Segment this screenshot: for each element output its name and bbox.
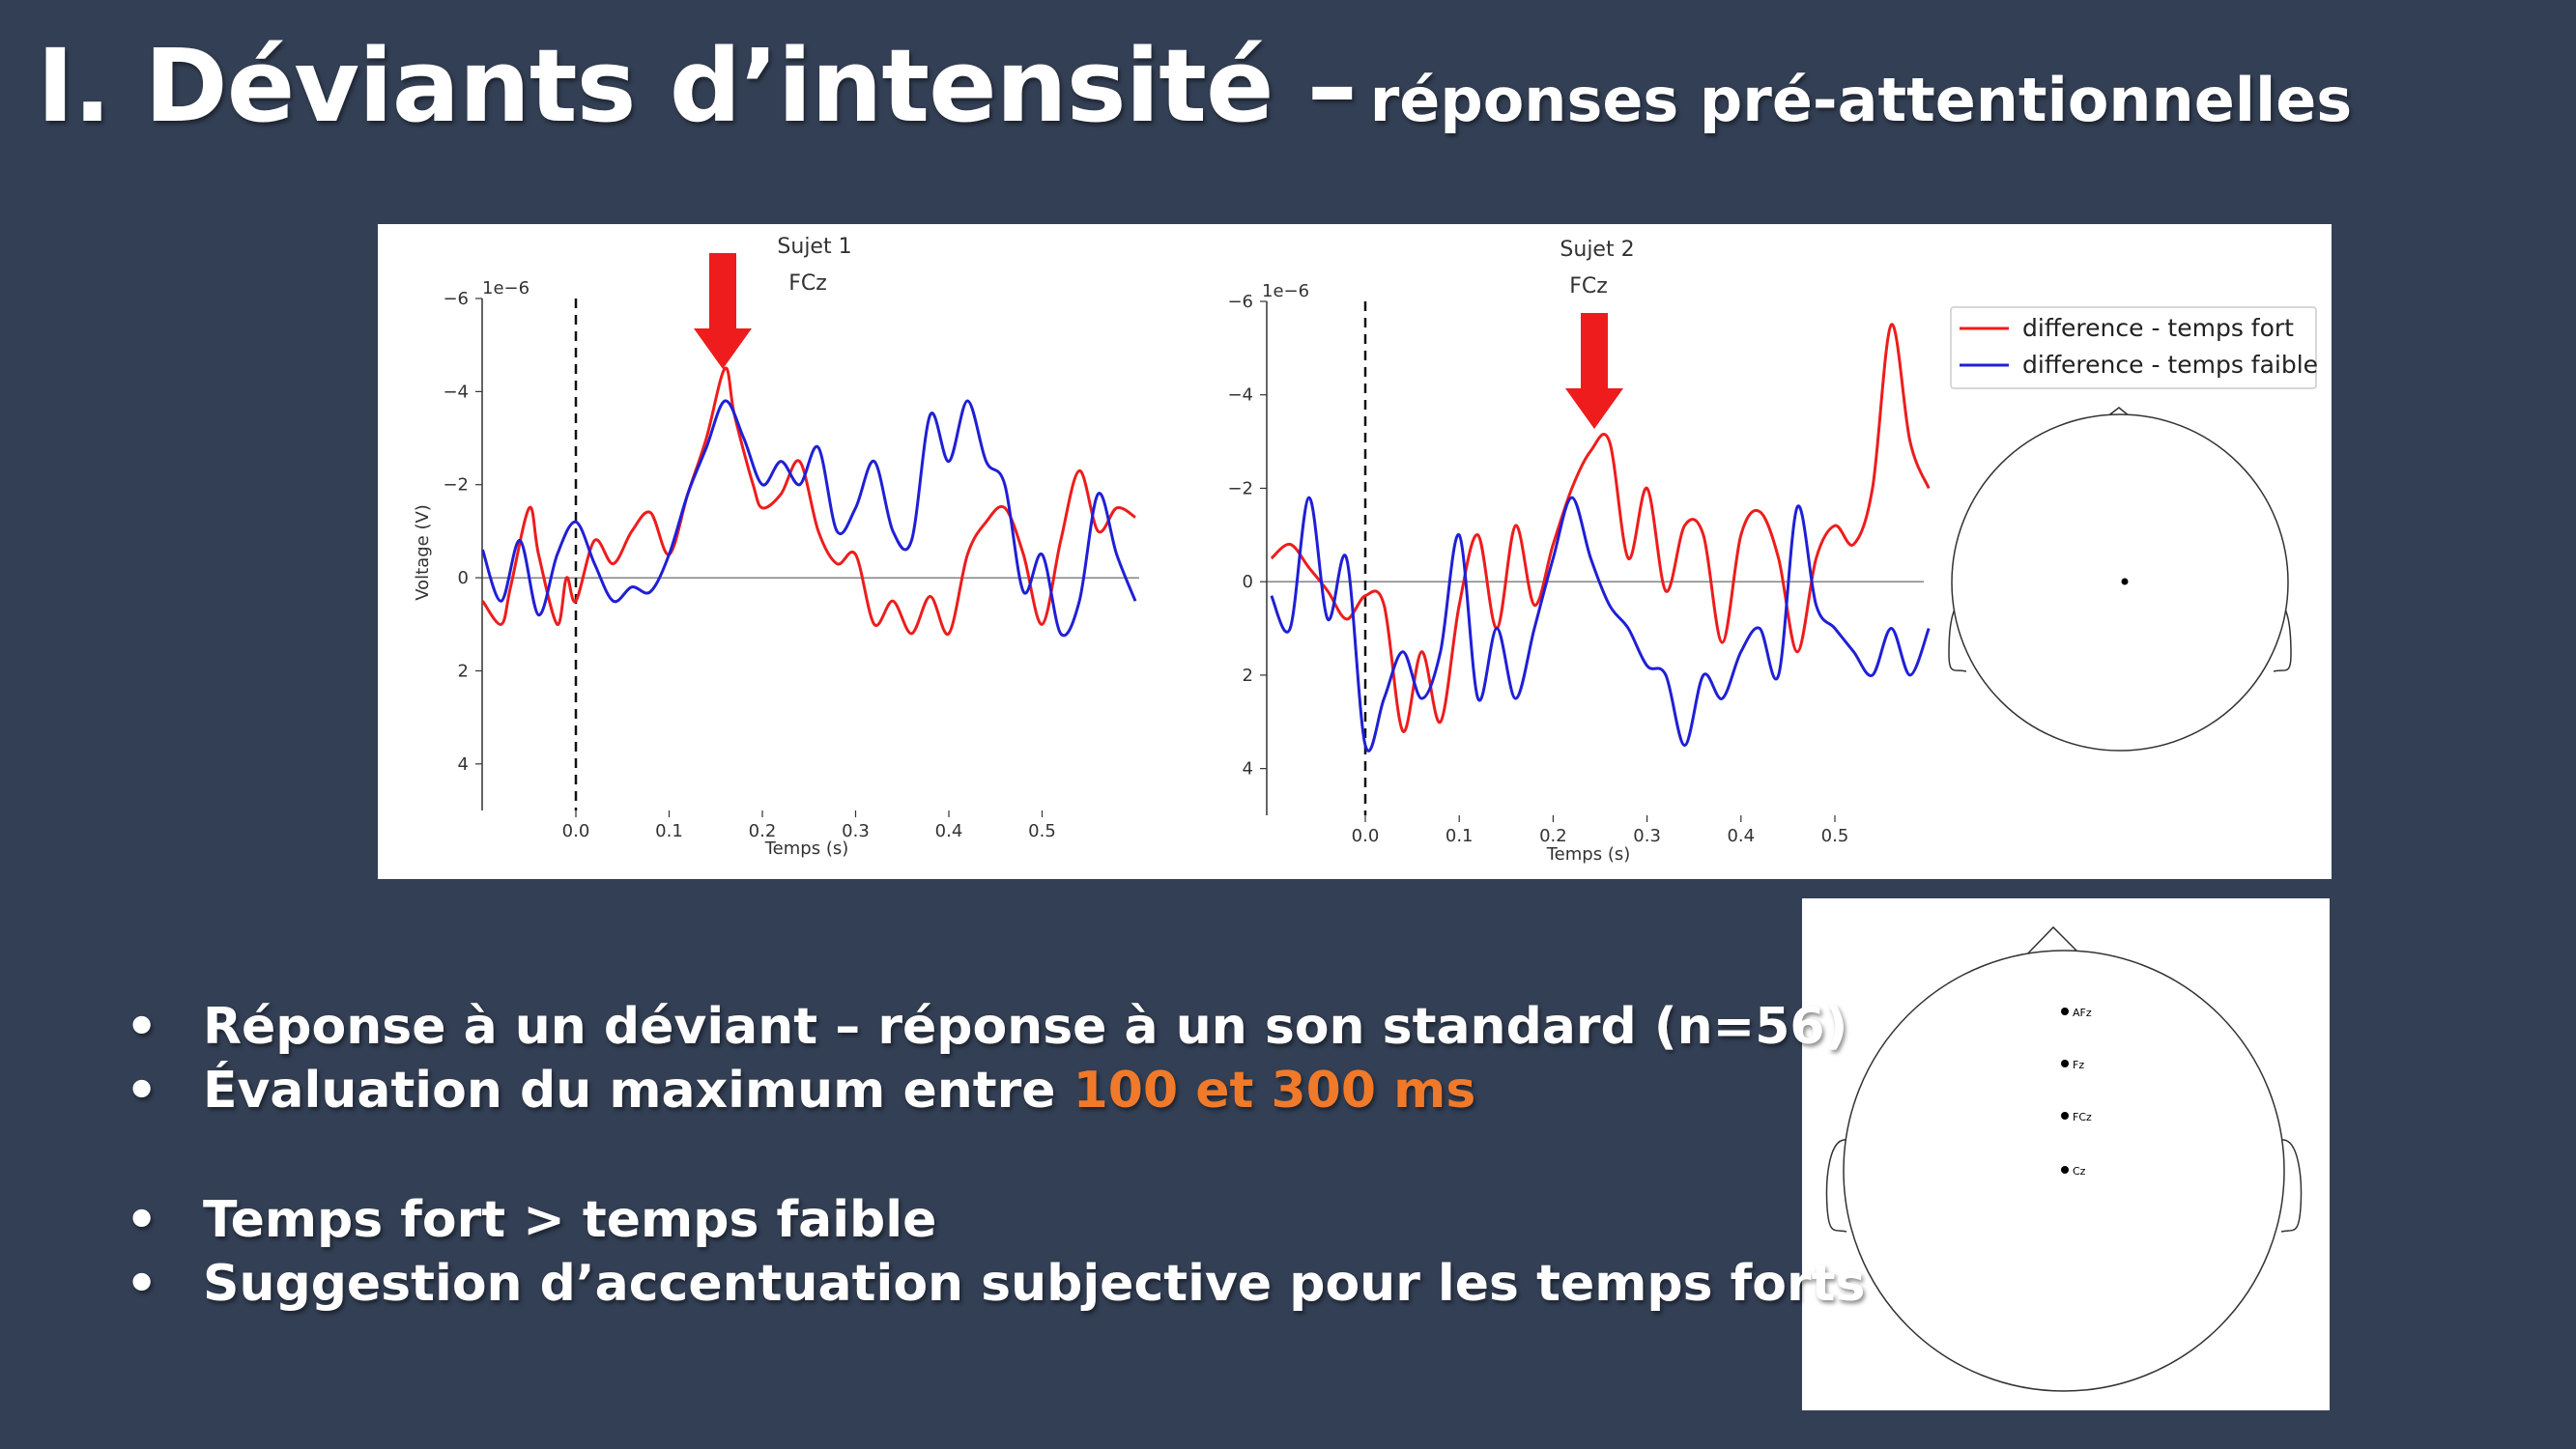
- chart2-series-red: [1270, 323, 1931, 733]
- bullet-item: • Évaluation du maximum entre 100 et 300 …: [126, 1059, 1865, 1122]
- chart1-ytick-label: 2: [458, 661, 469, 681]
- chart2-ytick-label: −4: [1227, 385, 1253, 406]
- chart1-ytick-label: −4: [443, 382, 469, 402]
- chart1-xtick-label: 0.2: [749, 821, 777, 841]
- bullet-text: Temps fort > temps faible: [203, 1191, 937, 1249]
- chart-sujet-2: Sujet 2 FCz 1e−6 Temps (s) difference - …: [1227, 238, 2318, 865]
- erp-figure: Sujet 1 FCz 1e−6 Voltage (V) Temps (s) −…: [413, 235, 2318, 865]
- sensor-label-fz: Fz: [2073, 1059, 2084, 1071]
- chart1-ytick-label: −2: [443, 475, 469, 496]
- sensor-fz: Fz: [2061, 1059, 2084, 1071]
- sensor-fcz: FCz: [2061, 1111, 2092, 1123]
- bullet-list: • Réponse à un déviant – réponse à un son…: [126, 995, 1865, 1316]
- chart1-xtick-label: 0.3: [842, 821, 870, 841]
- chart2-xtick-label: 0.4: [1727, 826, 1755, 846]
- slide-title: I. Déviants d’intensité – réponses pré-at…: [37, 27, 2352, 145]
- bullet-symbol: •: [126, 1191, 158, 1249]
- chart1-xtick-label: 0.0: [562, 821, 590, 841]
- chart1-ylabel: Voltage (V): [413, 504, 433, 601]
- chart1-subtitle: FCz: [788, 271, 827, 296]
- chart1-xlabel: Temps (s): [764, 838, 849, 859]
- bullet-text: Réponse à un déviant – réponse à un son …: [203, 998, 1848, 1056]
- chart2-xlabel: Temps (s): [1546, 844, 1631, 865]
- chart1-scale-label: 1e−6: [482, 278, 530, 298]
- sensor-map-large: AFz Fz FCz Cz: [1825, 925, 2303, 1392]
- chart2-red-arrow: [1565, 313, 1623, 429]
- chart2-xtick-label: 0.0: [1352, 826, 1380, 846]
- sensor-map-panel: AFz Fz FCz Cz: [1802, 898, 2330, 1410]
- chart2-ytick-label: 2: [1243, 666, 1253, 686]
- chart2-ytick-label: −6: [1227, 292, 1253, 312]
- chart2-subtitle: FCz: [1569, 274, 1608, 298]
- sensor-cz: Cz: [2061, 1165, 2086, 1178]
- chart2-xtick-label: 0.2: [1539, 826, 1567, 846]
- bullet-symbol: •: [126, 998, 158, 1056]
- chart1-red-arrow: [694, 253, 752, 369]
- chart1-series-red: [481, 366, 1136, 636]
- slide-title-main: I. Déviants d’intensité –: [37, 27, 1358, 145]
- slide-title-sub: réponses pré-attentionnelles: [1369, 65, 2353, 135]
- legend-entry-temps-fort: difference - temps fort: [2022, 314, 2294, 342]
- chart1-ytick-label: 0: [458, 568, 469, 588]
- erp-figure-panel: Sujet 1 FCz 1e−6 Voltage (V) Temps (s) −…: [378, 224, 2332, 879]
- chart2-xtick-label: 0.3: [1633, 826, 1661, 846]
- chart1-ytick-label: −6: [443, 289, 469, 309]
- chart1-xtick-label: 0.4: [935, 821, 963, 841]
- sensor-label-cz: Cz: [2073, 1165, 2086, 1178]
- chart1-title: Sujet 1: [777, 235, 851, 259]
- sensor-label-fcz: FCz: [2073, 1111, 2092, 1123]
- bullet-text: Évaluation du maximum entre: [203, 1062, 1073, 1120]
- sensor-label-afz: AFz: [2073, 1007, 2092, 1019]
- chart2-ytick-label: 4: [1243, 759, 1253, 780]
- chart2-title: Sujet 2: [1560, 238, 1634, 262]
- bullet-text: Suggestion d’accentuation subjective pou…: [203, 1255, 1866, 1313]
- chart2-xtick-label: 0.1: [1445, 826, 1474, 846]
- sensor-map-small: [1948, 407, 2292, 752]
- chart-sujet-1: Sujet 1 FCz 1e−6 Voltage (V) Temps (s) −…: [413, 235, 1139, 859]
- bullet-symbol: •: [126, 1255, 158, 1313]
- chart2-ytick-label: 0: [1243, 572, 1253, 592]
- bullet-item: • Suggestion d’accentuation subjective po…: [126, 1252, 1865, 1316]
- chart2-xtick-label: 0.5: [1821, 826, 1849, 846]
- chart2-ytick-label: −2: [1227, 478, 1253, 498]
- chart2-series-blue: [1270, 496, 1931, 753]
- chart1-series-blue: [481, 399, 1137, 638]
- sensor-afz: AFz: [2061, 1007, 2092, 1019]
- bullet-symbol: •: [126, 1062, 158, 1120]
- chart1-ytick-label: 4: [458, 754, 469, 775]
- legend-entry-temps-faible: difference - temps faible: [2022, 351, 2318, 379]
- chart2-scale-label: 1e−6: [1262, 281, 1309, 301]
- chart2-legend: difference - temps fort difference - tem…: [1950, 306, 2318, 389]
- bullet-item: • Réponse à un déviant – réponse à un son…: [126, 995, 1865, 1059]
- bullet-item: • Temps fort > temps faible: [126, 1188, 1865, 1252]
- chart1-xtick-label: 0.1: [655, 821, 683, 841]
- chart1-xtick-label: 0.5: [1028, 821, 1056, 841]
- highlight-text: 100 et 300 ms: [1073, 1062, 1476, 1120]
